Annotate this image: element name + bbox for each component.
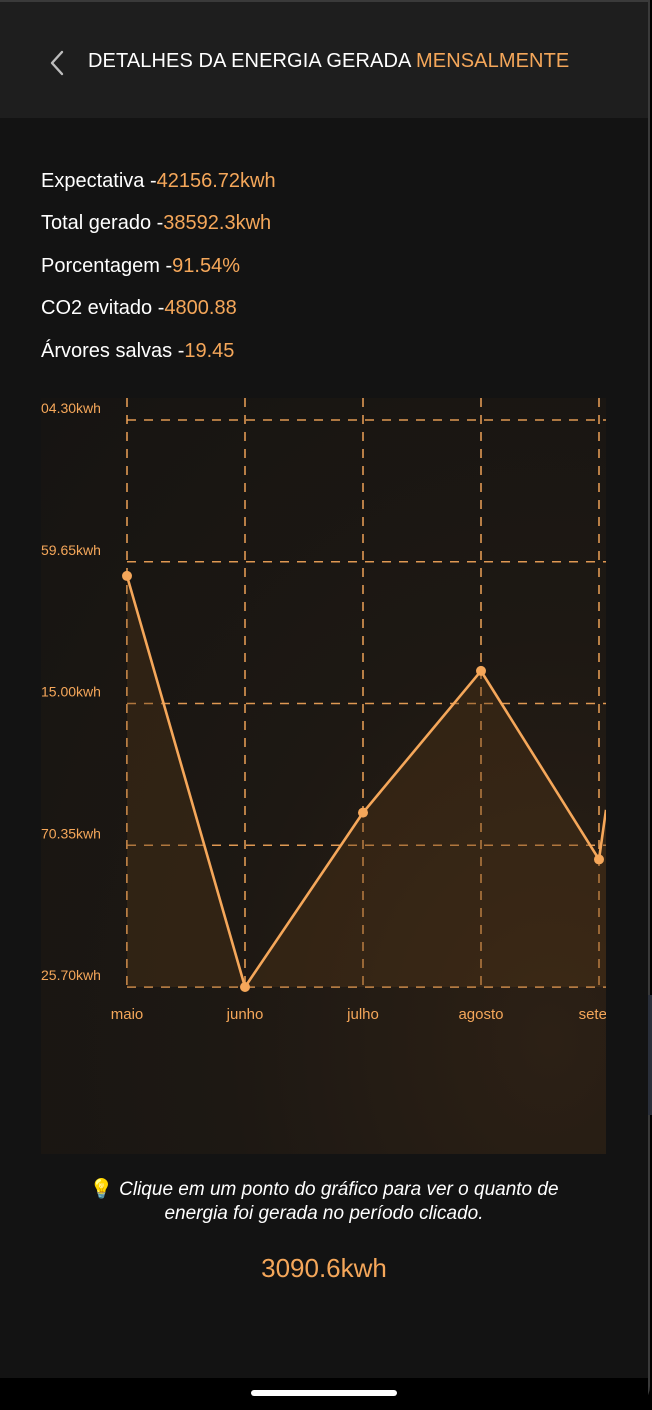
energy-chart[interactable]: 04.30kwh 59.65kwh 15.00kwh 70.35kwh 25.70kwh… bbox=[41, 398, 606, 1154]
stat-label: CO2 evitado - bbox=[41, 297, 165, 320]
side-edge bbox=[648, 995, 652, 1115]
stat-co2-evitado: CO2 evitado - 4800.88 bbox=[41, 288, 276, 331]
stat-label: Expectativa - bbox=[41, 169, 157, 192]
energy-chart-svg[interactable]: 04.30kwh 59.65kwh 15.00kwh 70.35kwh 25.70kwh… bbox=[41, 398, 606, 1154]
y-tick-label: 15.00kwh bbox=[41, 684, 101, 700]
stat-arvores-salvas: Árvores salvas - 19.45 bbox=[41, 330, 276, 373]
x-tick-label: julho bbox=[346, 1006, 379, 1023]
chart-series-line bbox=[125, 575, 606, 989]
page-title-main: DETALHES DA ENERGIA GERADA bbox=[88, 50, 411, 72]
x-tick-label: maio bbox=[111, 1006, 144, 1023]
x-tick-label: agosto bbox=[458, 1006, 503, 1023]
stat-total-gerado: Total gerado - 38592.3kwh bbox=[41, 203, 276, 246]
header-bar: DETALHES DA ENERGIA GERADA MENSALMENTE bbox=[0, 0, 648, 118]
stat-value: 38592.3kwh bbox=[163, 212, 272, 235]
x-tick-label: setem bbox=[579, 1006, 606, 1023]
stat-label: Árvores salvas - bbox=[41, 339, 185, 362]
stat-value: 4800.88 bbox=[164, 297, 237, 320]
lightbulb-icon: 💡 bbox=[89, 1179, 114, 1200]
chart-point-agosto[interactable] bbox=[476, 665, 486, 676]
hint-line-1: Clique em um ponto do gráfico para ver o… bbox=[119, 1179, 559, 1200]
stat-value: 42156.72kwh bbox=[156, 169, 276, 192]
y-tick-label: 25.70kwh bbox=[41, 967, 101, 983]
stat-value: 19.45 bbox=[184, 339, 235, 362]
stat-value: 91.54% bbox=[172, 254, 241, 277]
chart-point-julho[interactable] bbox=[358, 807, 368, 818]
chart-point-junho[interactable] bbox=[240, 982, 250, 992]
page-title: DETALHES DA ENERGIA GERADA MENSALMENTE bbox=[88, 50, 569, 73]
stats-list: Expectativa - 42156.72kwh Total gerado -… bbox=[41, 160, 276, 373]
page-title-accent: MENSALMENTE bbox=[416, 50, 570, 72]
chart-area-fill bbox=[127, 575, 606, 987]
x-tick-label: junho bbox=[226, 1006, 264, 1023]
stat-porcentagem: Porcentagem - 91.54% bbox=[41, 245, 276, 288]
stat-label: Total gerado - bbox=[41, 212, 164, 235]
chart-hint: 💡 Clique em um ponto do gráfico para ver … bbox=[0, 1178, 648, 1226]
selected-point-value: 3090.6kwh bbox=[261, 1253, 387, 1283]
chart-point-setem[interactable] bbox=[594, 854, 604, 865]
y-tick-label: 04.30kwh bbox=[41, 400, 101, 416]
chart-point-maio[interactable] bbox=[122, 570, 132, 581]
hint-line-2: energia foi gerada no período clicado. bbox=[164, 1203, 484, 1224]
chevron-left-icon bbox=[50, 50, 64, 76]
back-button[interactable] bbox=[40, 46, 74, 80]
y-tick-label: 59.65kwh bbox=[41, 542, 101, 558]
y-tick-label: 70.35kwh bbox=[41, 825, 101, 841]
stat-expectativa: Expectativa - 42156.72kwh bbox=[41, 160, 276, 203]
home-indicator[interactable] bbox=[251, 1390, 397, 1396]
stat-label: Porcentagem - bbox=[41, 254, 173, 277]
